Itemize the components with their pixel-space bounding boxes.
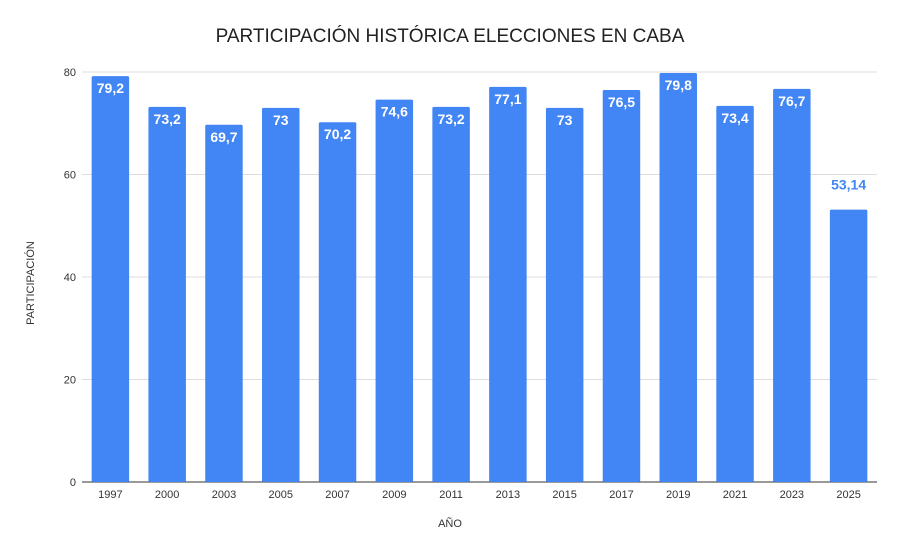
x-tick-label: 2021 (723, 489, 747, 501)
bar (716, 105, 754, 482)
x-tick-label: 1997 (98, 489, 122, 501)
bar (545, 107, 584, 482)
bar-value-label: 76,7 (778, 93, 805, 109)
bar-value-label: 73,4 (721, 110, 748, 126)
bar-value-label: 73 (273, 112, 289, 128)
chart-title: PARTICIPACIÓN HISTÓRICA ELECCIONES EN CA… (216, 25, 685, 47)
x-tick-label: 2005 (269, 489, 293, 501)
y-axis-label: PARTICIPACIÓN (24, 241, 37, 325)
x-tick-label: 2015 (552, 489, 576, 501)
bar-value-label: 79,2 (97, 80, 124, 96)
x-tick-label: 2007 (325, 489, 349, 501)
x-axis-ticks: 1997 2000 2003 2005 2007 2009 2011 2013 2015 2017… (98, 489, 861, 501)
x-tick-label: 2009 (382, 489, 406, 501)
bar-value-label: 73 (557, 112, 573, 128)
bar (602, 89, 641, 482)
x-tick-label: 2019 (666, 489, 690, 501)
bar-value-label: 74,6 (381, 104, 408, 120)
y-axis-ticks: 0 20 40 60 80 (64, 67, 76, 489)
data-labels: 79,2 73,2 69,7 73 70,2 74,6 73,2 77,1 73 76,5 79,8… (97, 77, 867, 193)
bars (91, 73, 868, 483)
y-tick-label: 20 (64, 375, 76, 387)
bar (489, 86, 527, 483)
x-tick-label: 2023 (780, 489, 804, 501)
x-tick-label: 2013 (496, 489, 520, 501)
bar-value-label: 73,2 (154, 111, 181, 127)
bar (262, 107, 300, 482)
bar-value-label: 70,2 (324, 126, 351, 142)
bar (205, 124, 243, 482)
bar-value-label: 76,5 (608, 94, 635, 110)
gridlines (82, 71, 877, 483)
bar-value-label: 69,7 (210, 129, 237, 145)
y-tick-label: 0 (70, 477, 76, 489)
x-tick-label: 2017 (609, 489, 633, 501)
x-tick-label: 2011 (439, 489, 463, 501)
x-tick-label: 2003 (212, 489, 236, 501)
x-tick-label: 2000 (155, 489, 179, 501)
bar-value-label: 77,1 (494, 91, 521, 107)
bar-value-label: 73,2 (437, 111, 464, 127)
bar-value-label: 79,8 (665, 77, 692, 93)
bar (829, 209, 868, 482)
y-tick-label: 80 (64, 67, 76, 79)
bar (773, 88, 811, 482)
bar (432, 106, 470, 482)
y-tick-label: 60 (64, 170, 76, 182)
bar (91, 76, 130, 482)
x-axis-label: AÑO (438, 517, 462, 530)
x-tick-label: 2025 (836, 489, 860, 501)
bar (375, 99, 414, 483)
bar (659, 73, 697, 483)
bar (148, 106, 186, 482)
bar-value-label: 53,14 (831, 177, 866, 193)
bar (318, 122, 357, 482)
y-tick-label: 40 (64, 272, 76, 284)
